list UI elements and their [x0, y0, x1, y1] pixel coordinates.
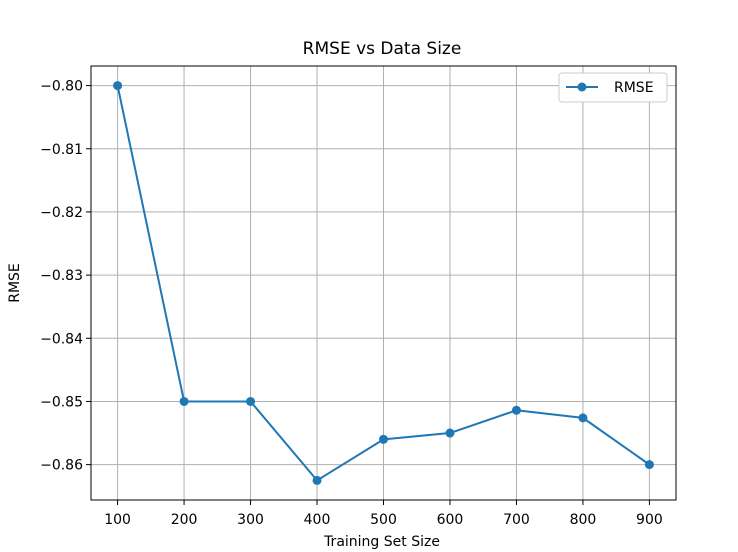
chart-title: RMSE vs Data Size	[303, 39, 462, 59]
legend: RMSE	[558, 72, 668, 103]
y-tick-label: −0.85	[40, 394, 83, 410]
y-tick-label: −0.80	[40, 79, 83, 95]
y-axis-label: RMSE	[7, 263, 23, 303]
data-point	[312, 475, 322, 485]
x-tick-label: 700	[503, 512, 530, 528]
data-point	[511, 405, 521, 415]
x-tick-label: 100	[104, 512, 131, 528]
y-tick-label: −0.81	[40, 142, 83, 158]
legend-marker-swatch	[577, 82, 587, 92]
data-point	[379, 434, 388, 444]
legend-box	[558, 72, 668, 103]
series-rmse	[113, 81, 654, 485]
x-tick-label: 400	[304, 512, 331, 528]
data-point	[113, 81, 123, 91]
y-tick-label: −0.84	[40, 331, 83, 347]
data-point	[179, 396, 189, 406]
data-point	[445, 428, 455, 438]
data-point	[644, 460, 654, 470]
x-tick-label: 200	[171, 512, 198, 528]
x-tick-label: 500	[370, 512, 397, 528]
x-tick-label: 300	[237, 512, 264, 528]
data-point	[246, 396, 256, 406]
y-axis: −0.80 −0.81 −0.82 −0.83 −0.84 −0.85 −0.86	[40, 79, 91, 474]
x-tick-label: 900	[636, 512, 663, 528]
x-axis: 100 200 300 400 500 600 700 800 900	[104, 500, 663, 528]
x-axis-label: Training Set Size	[323, 534, 440, 550]
x-tick-label: 800	[570, 512, 597, 528]
x-tick-label: 600	[437, 512, 464, 528]
data-point	[578, 413, 588, 423]
y-tick-label: −0.86	[40, 458, 83, 474]
legend-label: RMSE	[614, 80, 654, 96]
y-tick-label: −0.82	[40, 205, 83, 221]
y-tick-label: −0.83	[40, 268, 83, 284]
